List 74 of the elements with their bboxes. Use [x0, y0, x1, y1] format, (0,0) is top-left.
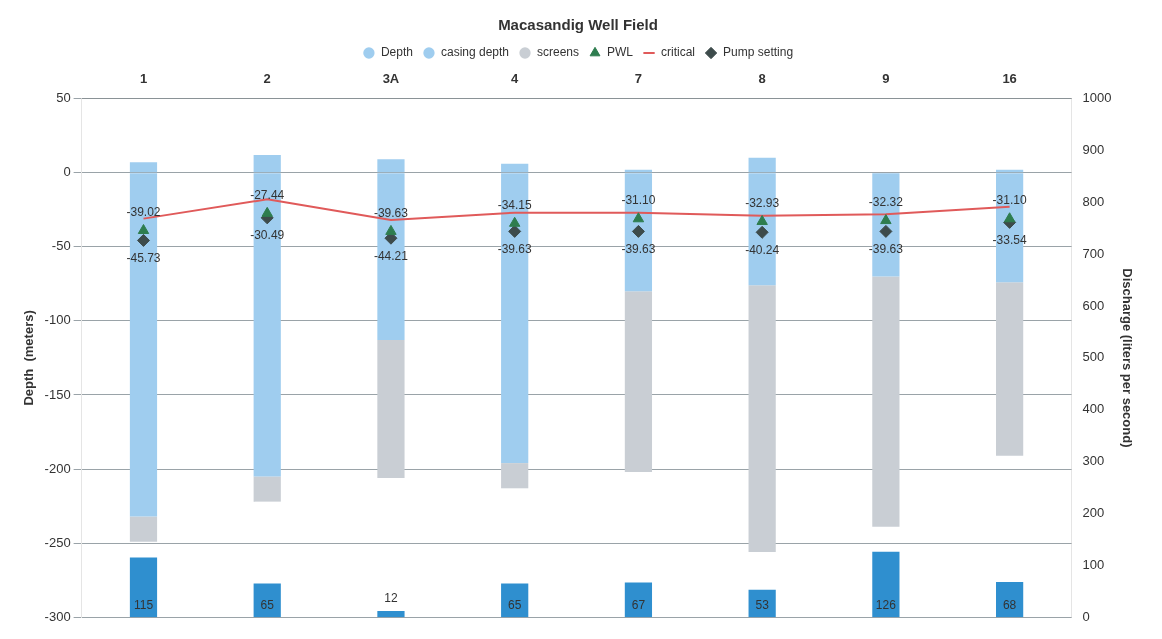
chart-title: Macasandig Well Field [498, 16, 658, 34]
bar [624, 582, 653, 618]
x-tick-label: 3A [382, 71, 400, 87]
bar [377, 610, 405, 618]
data-label: 115 [133, 597, 154, 612]
x-tick-label: 9 [882, 71, 890, 87]
y2-axis-title: Discharge (liters per second) [1119, 268, 1135, 448]
data-label: -32.93 [745, 195, 780, 210]
y-tick-label: -300 [44, 608, 71, 624]
bar [624, 291, 653, 472]
x-tick-label: 8 [758, 71, 766, 87]
data-label: -39.63 [621, 241, 656, 256]
data-label: 65 [260, 597, 275, 612]
y2-tick-label: 0 [1082, 608, 1090, 624]
y2-tick-label: 300 [1082, 453, 1105, 469]
data-label: 68 [1002, 597, 1017, 612]
bar [129, 557, 158, 618]
data-label: -39.63 [868, 241, 904, 256]
x-tick-label: 1 [139, 71, 148, 87]
x-tick-label: 7 [634, 71, 643, 87]
data-label: 67 [631, 597, 646, 612]
legend-label: critical [661, 45, 696, 60]
y-axis-title: Depth (meters) [21, 310, 37, 406]
legend-label: screens [537, 45, 580, 60]
legend-label: Depth [380, 45, 413, 60]
data-label: -40.24 [745, 242, 780, 257]
y-tick-label: -150 [44, 386, 71, 402]
data-label: -31.10 [621, 193, 656, 208]
data-label: -39.63 [373, 205, 409, 220]
bar [748, 285, 776, 553]
y2-tick-label: 600 [1082, 297, 1105, 313]
y2-tick-label: 500 [1082, 349, 1105, 365]
bar [253, 476, 281, 502]
y-tick-label: -200 [44, 460, 71, 476]
y-tick-label: -100 [44, 312, 71, 328]
data-label: -33.54 [992, 232, 1027, 247]
y2-tick-label: 1000 [1082, 90, 1112, 106]
y2-tick-label: 400 [1082, 401, 1105, 417]
bar [996, 282, 1024, 456]
bar [501, 463, 529, 489]
data-label: 53 [755, 597, 770, 612]
y-tick-label: -250 [44, 534, 71, 550]
x-tick-label: 2 [263, 71, 271, 87]
data-label: -31.10 [992, 193, 1027, 208]
legend-label: Pump setting [723, 45, 794, 60]
data-label: 12 [384, 591, 398, 606]
y2-tick-label: 200 [1082, 505, 1105, 521]
y2-tick-label: 700 [1082, 245, 1105, 261]
data-label: -45.73 [126, 250, 161, 265]
data-label: -39.63 [497, 241, 533, 256]
x-tick-label: 4 [511, 71, 520, 87]
bar [872, 551, 900, 618]
y2-tick-label: 900 [1082, 142, 1105, 158]
bar [129, 516, 158, 542]
bar [377, 340, 405, 478]
y2-tick-label: 800 [1082, 193, 1105, 209]
bar [253, 583, 281, 618]
bar [872, 276, 900, 527]
data-label: -34.15 [497, 197, 533, 212]
y-tick-label: -50 [51, 238, 71, 254]
data-label: -39.02 [126, 204, 161, 219]
y-tick-label: 0 [63, 164, 71, 180]
data-label: -32.32 [868, 194, 904, 209]
x-tick-label: 16 [1002, 71, 1017, 87]
y2-tick-label: 100 [1082, 556, 1105, 572]
data-label: -44.21 [373, 248, 409, 263]
legend-label: casing depth [440, 45, 510, 60]
data-label: -27.44 [250, 187, 285, 202]
data-label: 65 [508, 597, 522, 612]
data-label: 126 [875, 597, 897, 612]
data-label: -30.49 [250, 228, 285, 243]
bar [501, 583, 529, 618]
y-tick-label: 50 [56, 90, 71, 106]
legend-label: PWL [607, 45, 634, 60]
